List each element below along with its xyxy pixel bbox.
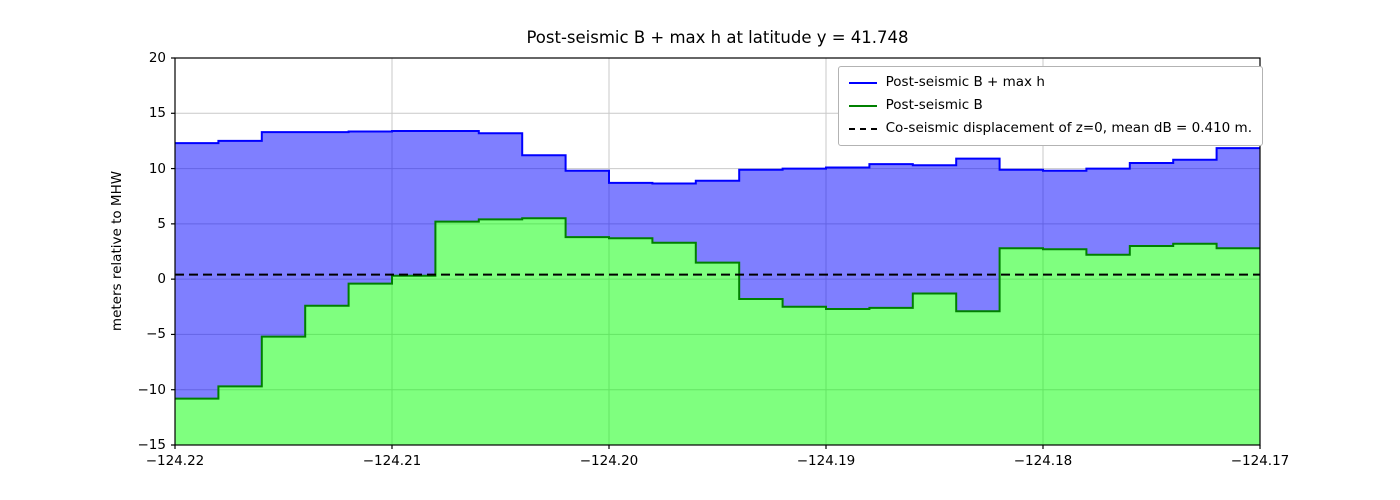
legend-label: Post-seismic B + max h: [885, 74, 1045, 90]
legend-entry: Post-seismic B + max h: [848, 74, 1252, 91]
legend: Post-seismic B + max h Post-seismic B Co…: [837, 66, 1263, 146]
legend-line-green: [848, 104, 877, 107]
legend-label: Co-seismic displacement of z=0, mean dB …: [885, 120, 1252, 136]
legend-entry: Post-seismic B: [848, 97, 1252, 114]
legend-entry: Co-seismic displacement of z=0, mean dB …: [848, 120, 1252, 137]
chart-title: Post-seismic B + max h at latitude y = 4…: [526, 28, 909, 47]
legend-line-blue: [848, 81, 877, 84]
legend-label: Post-seismic B: [885, 97, 983, 113]
legend-line-dashed: [848, 127, 877, 130]
y-axis-label: meters relative to MHW: [109, 170, 125, 332]
